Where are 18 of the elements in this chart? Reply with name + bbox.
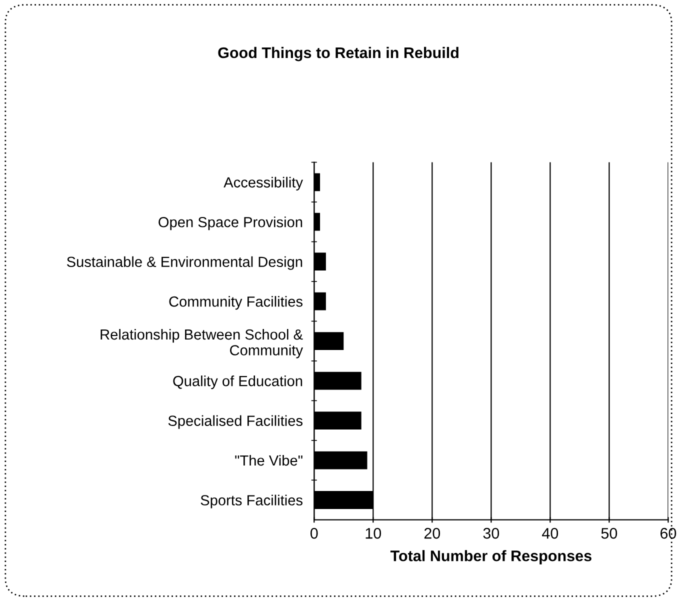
y-tick-label: Sports Facilities — [200, 494, 302, 508]
y-tick-label: Community Facilities — [169, 296, 302, 310]
x-tick-label: 60 — [660, 528, 676, 539]
y-tick-label: Quality of Education — [173, 376, 302, 390]
y-tick-label: Relationship Between School & Community — [100, 328, 303, 358]
x-tick-label: 40 — [542, 528, 558, 539]
x-axis-title: Total Number of Responses — [390, 550, 592, 564]
x-tick-label: 50 — [601, 528, 618, 539]
y-tick-label: "The Vibe" — [235, 454, 302, 466]
chart-title: Good Things to Retain in Rebuild — [218, 46, 458, 62]
x-tick-label: 10 — [366, 528, 382, 539]
y-tick-label: Sustainable & Environmental Design — [66, 256, 302, 270]
x-tick-label: 30 — [483, 528, 500, 539]
y-tick-label: Open Space Provision — [158, 216, 302, 230]
x-tick-label: 20 — [424, 528, 440, 539]
y-tick-label: Specialised Facilities — [168, 415, 302, 429]
x-tick-label: 0 — [310, 528, 318, 539]
y-tick-label: Accessibility — [224, 176, 303, 190]
